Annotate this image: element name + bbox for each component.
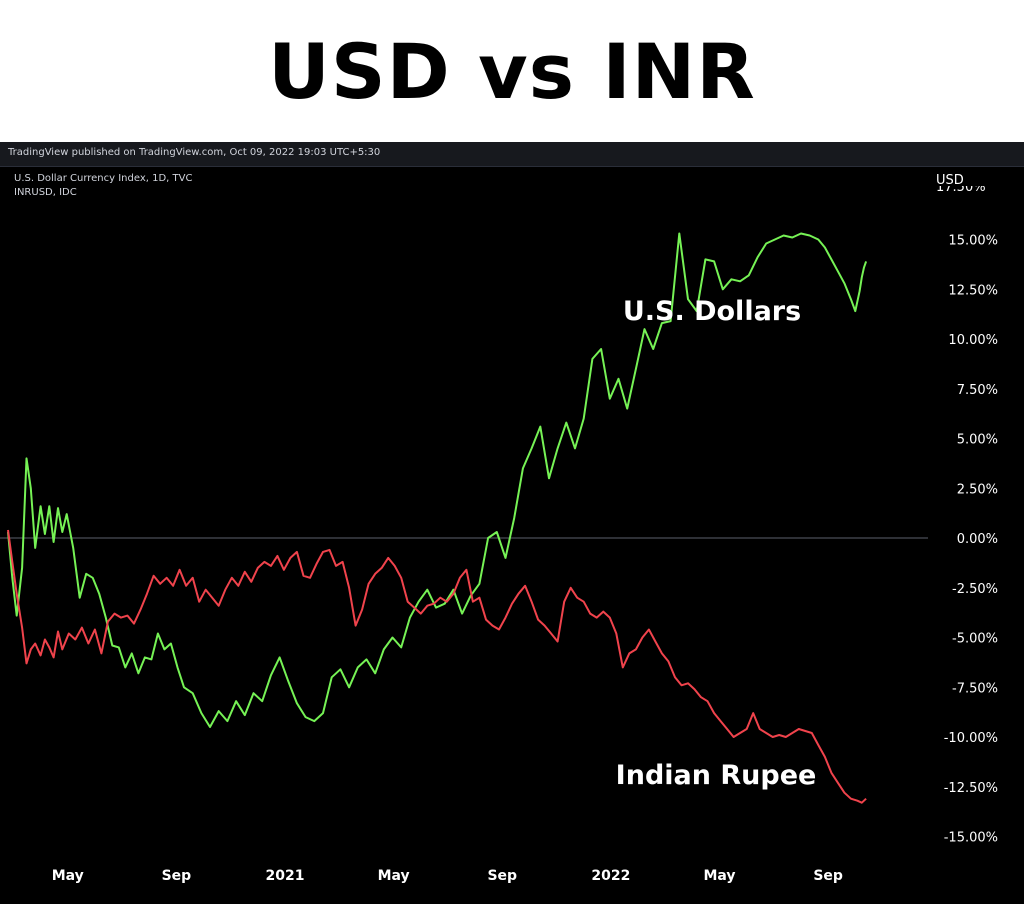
x-tick-label: 2022 <box>591 868 630 884</box>
symbol-usd[interactable]: U.S. Dollar Currency Index, 1D, TVC <box>14 173 193 184</box>
annotation-inr: Indian Rupee <box>616 760 817 791</box>
y-tick-label: 15.00% <box>948 234 998 249</box>
annotation-usd: U.S. Dollars <box>623 296 801 327</box>
y-axis-name: USD <box>936 173 964 188</box>
y-tick-label: -7.50% <box>952 681 998 696</box>
x-tick-label: Sep <box>487 868 517 884</box>
y-tick-label: -10.00% <box>944 731 998 746</box>
x-tick-label: Sep <box>813 868 843 884</box>
symbol-inr[interactable]: INRUSD, IDC <box>14 187 77 198</box>
y-tick-label: -5.00% <box>952 632 998 647</box>
y-tick-label: 10.00% <box>948 333 998 348</box>
y-tick-label: 12.50% <box>948 283 998 298</box>
y-tick-label: -15.00% <box>944 831 998 846</box>
y-tick-label: 5.00% <box>957 433 998 448</box>
x-tick-label: 2021 <box>266 868 305 884</box>
y-tick-label: 7.50% <box>957 383 998 398</box>
y-tick-label: 2.50% <box>957 482 998 497</box>
x-tick-label: May <box>378 868 410 884</box>
x-tick-label: Sep <box>162 868 192 884</box>
chart-svg[interactable]: 15.00% 12.50% 10.00% 7.50% 5.00% 2.50% 0.00% -2… <box>0 142 1024 904</box>
headline: USD vs INR <box>0 0 1024 142</box>
publisher-bar: TradingView published on TradingView.com… <box>0 142 1024 167</box>
headline-title: USD vs INR <box>268 26 756 116</box>
chart-panel[interactable]: TradingView published on TradingView.com… <box>0 142 1024 904</box>
y-tick-top-cutoff: 17.50% <box>936 186 986 194</box>
publisher-line: TradingView published on TradingView.com… <box>8 147 381 158</box>
y-tick-label: 0.00% <box>957 532 998 547</box>
series-inr-line[interactable] <box>7 529 867 804</box>
y-tick-label: -12.50% <box>944 781 998 796</box>
x-tick-label: May <box>52 868 84 884</box>
series-usd-line[interactable] <box>7 232 868 728</box>
x-tick-label: May <box>703 868 735 884</box>
y-tick-label: -2.50% <box>952 582 998 597</box>
